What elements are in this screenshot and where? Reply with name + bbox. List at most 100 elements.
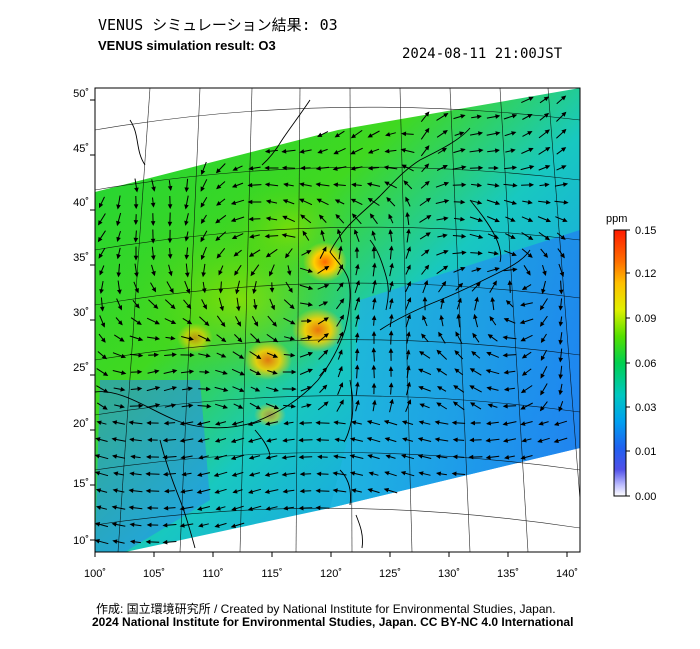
wind-arrowhead xyxy=(406,365,411,371)
wind-arrowhead xyxy=(129,522,135,528)
wind-arrowhead xyxy=(338,282,344,288)
wind-arrowhead xyxy=(179,523,185,528)
wind-arrowhead xyxy=(264,233,270,239)
wind-arrowhead xyxy=(239,371,245,376)
wind-arrowhead xyxy=(526,270,531,276)
wind-arrowhead xyxy=(95,454,100,459)
title-jp: VENUS シミュレーション結果: 03 xyxy=(98,16,338,34)
wind-arrowhead xyxy=(133,237,139,243)
wind-arrowhead xyxy=(458,282,464,288)
lon-tick-label: 140˚ xyxy=(556,568,578,580)
wind-arrowhead xyxy=(350,198,357,204)
wind-arrowhead xyxy=(401,420,408,425)
lat-tick-label: 30˚ xyxy=(73,307,89,319)
wind-arrowhead xyxy=(113,471,119,476)
wind-arrowhead xyxy=(134,187,139,193)
wind-arrowhead xyxy=(351,213,357,219)
wind-arrowhead xyxy=(307,302,314,307)
wind-arrowhead xyxy=(388,330,394,336)
wind-arrowhead xyxy=(117,320,123,326)
wind-arrowhead xyxy=(230,438,237,444)
wind-arrowhead xyxy=(291,369,297,375)
wind-arrowhead xyxy=(351,182,357,188)
wind-arrowhead xyxy=(332,488,338,493)
wind-arrowhead xyxy=(383,165,389,170)
wind-arrowhead xyxy=(560,234,566,240)
wind-arrowhead xyxy=(248,455,255,460)
wind-arrowhead xyxy=(307,335,313,340)
wind-arrowhead xyxy=(298,437,304,443)
wind-arrowhead xyxy=(371,330,377,336)
wind-arrowhead xyxy=(406,381,411,387)
wind-arrowhead xyxy=(221,337,227,343)
wind-arrowhead xyxy=(443,265,449,271)
wind-arrowhead xyxy=(266,438,272,443)
wind-arrowhead xyxy=(385,132,391,137)
wind-arrowhead xyxy=(134,272,139,278)
wind-arrowhead xyxy=(558,390,563,396)
wind-arrowhead xyxy=(384,148,390,154)
wind-arrowhead xyxy=(102,405,108,410)
wind-arrowhead xyxy=(372,399,377,405)
wind-arrowhead xyxy=(218,288,224,294)
wind-arrowhead xyxy=(184,187,190,193)
wind-arrowhead xyxy=(426,214,432,220)
wind-arrowhead xyxy=(477,217,484,222)
wind-arrowhead xyxy=(443,250,449,255)
wind-arrowhead xyxy=(111,420,118,425)
wind-arrowhead xyxy=(317,454,323,460)
wind-arrowhead xyxy=(439,314,444,320)
wind-arrowhead xyxy=(406,399,412,405)
wind-arrowhead xyxy=(121,370,127,375)
wind-arrowhead xyxy=(355,296,361,303)
wind-arrowhead xyxy=(562,182,569,187)
wind-arrowhead xyxy=(216,253,222,259)
wind-arrowhead xyxy=(371,246,377,252)
wind-arrowhead xyxy=(540,337,546,343)
wind-arrowhead xyxy=(400,470,406,476)
wind-arrowhead xyxy=(137,369,143,375)
wind-arrowhead xyxy=(476,267,482,272)
wind-arrowhead xyxy=(155,403,161,408)
wind-arrowhead xyxy=(545,199,551,205)
wind-arrowhead xyxy=(442,130,448,135)
wind-arrowhead xyxy=(206,403,212,409)
wind-arrowhead xyxy=(443,112,449,118)
wind-arrowhead xyxy=(300,214,306,220)
wind-arrowhead xyxy=(486,351,492,357)
wind-arrowhead xyxy=(198,522,204,528)
wind-arrowhead xyxy=(239,387,245,393)
wind-arrowhead xyxy=(477,131,484,136)
wind-arrowhead xyxy=(151,270,156,277)
wind-arrowhead xyxy=(97,220,103,226)
wind-arrowhead xyxy=(558,339,563,345)
wind-arrowhead xyxy=(307,285,314,291)
wind-arrowhead xyxy=(529,182,535,188)
wind-arrowhead xyxy=(318,214,324,220)
wind-arrowhead xyxy=(265,252,271,258)
wind-arrowhead xyxy=(542,270,547,277)
wind-arrowhead xyxy=(511,200,518,205)
lon-tick-label: 125˚ xyxy=(379,568,401,580)
wind-arrowhead xyxy=(248,252,255,257)
wind-arrowhead xyxy=(510,217,516,222)
wind-arrowhead xyxy=(95,488,102,493)
wind-arrowhead xyxy=(476,114,482,120)
wind-arrowhead xyxy=(306,386,313,391)
wind-arrowhead xyxy=(443,216,449,221)
wind-arrowhead xyxy=(422,296,428,302)
wind-arrowhead xyxy=(353,229,359,235)
wind-arrowhead xyxy=(119,337,125,342)
wind-arrowhead xyxy=(520,388,527,394)
wind-arrowhead xyxy=(351,488,357,493)
wind-arrowhead xyxy=(493,250,499,256)
wind-arrowhead xyxy=(233,251,239,257)
wind-arrowhead xyxy=(452,401,459,407)
lon-tick-label: 115˚ xyxy=(261,568,282,580)
wind-arrowhead xyxy=(186,319,193,325)
colorbar-tick-label: 0.15 xyxy=(635,225,656,237)
wind-arrowhead xyxy=(231,234,238,240)
wind-arrowhead xyxy=(495,131,501,136)
wind-arrowhead xyxy=(460,148,466,153)
wind-arrowhead xyxy=(117,305,123,311)
